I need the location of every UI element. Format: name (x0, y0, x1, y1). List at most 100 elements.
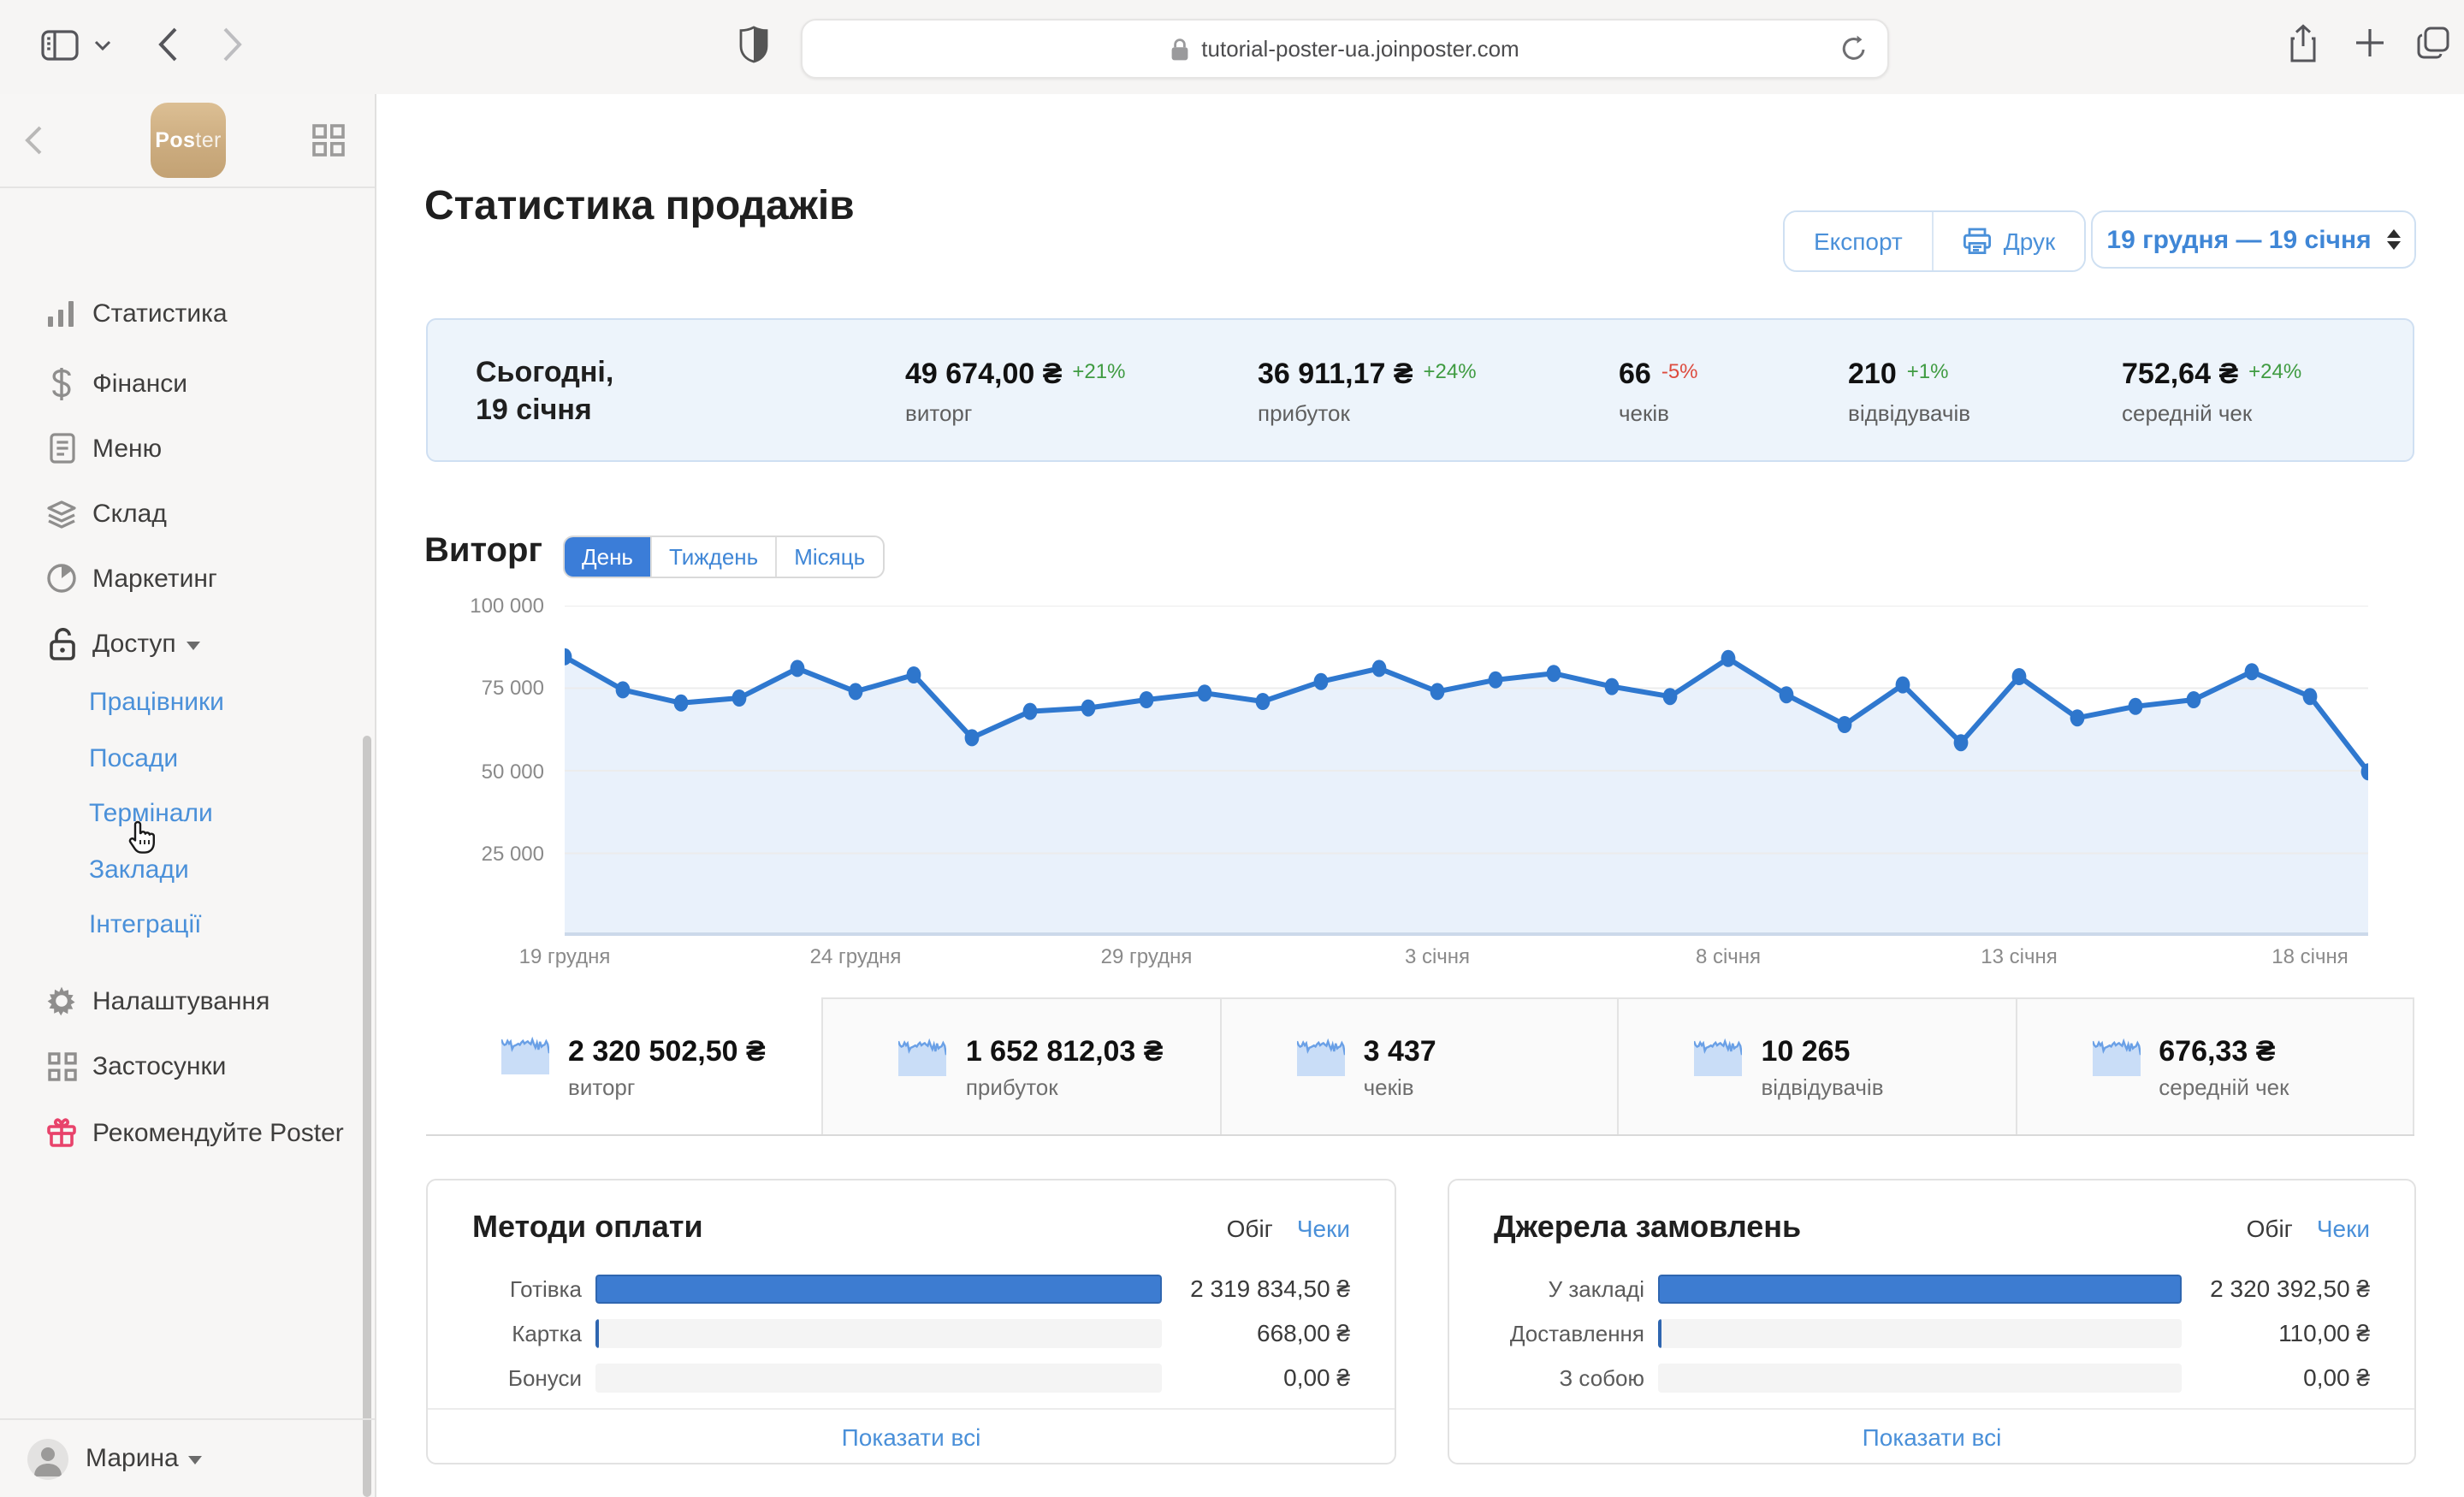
revenue-period-tabs: День Тиждень Місяць (563, 535, 885, 578)
shield-icon[interactable] (739, 26, 768, 63)
apps-icon (46, 1051, 77, 1080)
stepper-icon (2386, 229, 2401, 250)
user-name: Марина (86, 1444, 179, 1473)
sidebar-item-label: Рекомендуйте Poster (92, 1118, 344, 1147)
sidebar-subitem-locations[interactable]: Заклади (89, 855, 189, 885)
forward-icon[interactable] (222, 26, 243, 63)
chart-x-axis-labels: 19 грудня 24 грудня 29 грудня 3 січня 8 січн… (518, 944, 2348, 968)
sidebar-header: Pos ter (0, 94, 375, 188)
sidebar-item-label: Маркетинг (92, 564, 217, 593)
page-title: Статистика продажів (424, 183, 855, 229)
sidebar-item-marketing[interactable]: Маркетинг (0, 546, 375, 611)
revenue-section-title: Виторг (424, 532, 543, 570)
browser-toolbar: tutorial-poster-ua.joinposter.com (0, 0, 2464, 96)
caret-down-icon (186, 641, 200, 649)
chevron-down-icon[interactable] (94, 39, 111, 51)
summary-cell-receipts[interactable]: 3 437 чеків (1219, 997, 1618, 1134)
today-stat-profit: 36 911,17 ₴ +24% прибуток (1258, 358, 1477, 426)
revenue-line-chart[interactable] (565, 606, 2368, 936)
today-stat-avg-receipt: 752,64 ₴ +24% середній чек (2122, 358, 2302, 426)
share-icon[interactable] (2288, 24, 2319, 65)
sidebar-item-stock[interactable]: Склад (0, 481, 375, 546)
summary-cell-profit[interactable]: 1 652 812,03 ₴ прибуток (821, 997, 1220, 1134)
date-range-text: 19 грудня — 19 січня (2106, 225, 2372, 254)
bar-track (595, 1363, 1162, 1392)
sidebar-item-label: Склад (92, 499, 167, 528)
sidebar-toggle-icon[interactable] (41, 29, 79, 63)
summary-cell-avg-receipt[interactable]: 676,33 ₴ середній чек (2015, 997, 2415, 1134)
poster-logo[interactable]: Pos ter (151, 103, 226, 178)
sidebar-item-settings[interactable]: Налаштування (0, 968, 375, 1033)
print-button[interactable]: Друк (1931, 212, 2085, 270)
sidebar-item-statistics[interactable]: Статистика (0, 281, 375, 346)
summary-cell-visitors[interactable]: 10 265 відвідувачів (1617, 997, 2016, 1134)
reload-icon[interactable] (1841, 34, 1867, 63)
summary-cell-revenue[interactable]: 2 320 502,50 ₴ виторг (426, 997, 822, 1134)
layers-icon (46, 499, 77, 528)
main-content: Статистика продажів Експорт Друк 19 груд… (376, 94, 2464, 1497)
avatar (27, 1438, 68, 1479)
url-text: tutorial-poster-ua.joinposter.com (1201, 36, 1519, 62)
today-stat-revenue: 49 674,00 ₴ +21% виторг (905, 358, 1126, 426)
sidebar-item-access[interactable]: Доступ (0, 611, 375, 676)
chart-y-axis-labels: 25 000 50 000 75 000 100 000 (470, 594, 544, 866)
sidebar-item-label: Фінанси (92, 369, 188, 398)
sidebar-item-label: Меню (92, 434, 163, 463)
gear-icon (46, 985, 77, 1016)
bar-fill (595, 1274, 1162, 1303)
sparkline-icon (1694, 1037, 1743, 1075)
sidebar-item-label: Застосунки (92, 1051, 227, 1080)
panel-title: Джерела замовлень (1494, 1210, 1802, 1244)
sidebar-item-recommend[interactable]: Рекомендуйте Poster (0, 1100, 375, 1165)
sparkline-icon (501, 1036, 549, 1074)
bar-fill (1658, 1274, 2182, 1303)
dollar-icon (46, 367, 77, 399)
bar-track (1658, 1318, 2182, 1347)
export-button[interactable]: Експорт (1785, 212, 1932, 270)
back-icon[interactable] (157, 26, 178, 63)
toggle-receipts[interactable]: Чеки (1296, 1214, 1350, 1241)
sidebar-item-label: Статистика (92, 299, 228, 328)
sparkline-icon (898, 1037, 947, 1075)
source-row-inhouse: У закладі 2 320 392,50 ₴ (1548, 1274, 2370, 1303)
sparkline-icon (2092, 1037, 2141, 1075)
today-summary-bar: Сьогодні, 19 січня 49 674,00 ₴ +21% витор… (426, 318, 2414, 462)
sidebar-item-label: Доступ (92, 629, 176, 658)
bar-fill (1658, 1318, 1661, 1347)
payment-row-cash: Готівка 2 319 834,50 ₴ (509, 1274, 1350, 1303)
sidebar-item-finance[interactable]: Фінанси (0, 351, 375, 416)
tab-week[interactable]: Тиждень (650, 537, 775, 577)
bar-chart-icon (46, 299, 77, 327)
payment-methods-panel: Методи оплати Обіг Чеки Готівка 2 319 83… (426, 1179, 1396, 1464)
sidebar-subitem-terminals[interactable]: Термінали (89, 799, 213, 828)
toggle-receipts[interactable]: Чеки (2316, 1214, 2370, 1241)
panel-title: Методи оплати (472, 1210, 703, 1244)
order-sources-panel: Джерела замовлень Обіг Чеки У закладі 2 … (1448, 1179, 2416, 1464)
period-summary-row: 2 320 502,50 ₴ виторг 1 652 812,03 ₴ прибу… (426, 997, 2415, 1136)
sidebar: Pos ter Статистика Фінанси Меню Склад Мар… (0, 94, 376, 1497)
source-row-takeaway: З собою 0,00 ₴ (1559, 1363, 2370, 1392)
sidebar-subitem-positions[interactable]: Посади (89, 744, 179, 773)
bar-fill (595, 1318, 599, 1347)
sidebar-subitem-employees[interactable]: Працівники (89, 688, 224, 717)
toggle-turnover[interactable]: Обіг (2246, 1214, 2293, 1241)
sidebar-subitem-integrations[interactable]: Інтеграції (89, 910, 202, 939)
bar-track (1658, 1363, 2182, 1392)
show-all-link[interactable]: Показати всі (1449, 1408, 2414, 1463)
export-print-group: Експорт Друк (1783, 210, 2087, 272)
address-bar[interactable]: tutorial-poster-ua.joinposter.com (801, 19, 1889, 79)
sidebar-scrollbar[interactable] (363, 736, 371, 1497)
user-menu[interactable]: Марина (0, 1418, 375, 1497)
tab-month[interactable]: Місяць (775, 537, 882, 577)
tab-day[interactable]: День (565, 537, 650, 577)
dashboard-grid-icon[interactable] (311, 123, 346, 166)
tabs-overview-icon[interactable] (2416, 26, 2450, 60)
collapse-sidebar-icon[interactable] (24, 125, 43, 164)
lock-icon (1170, 37, 1189, 61)
date-range-picker[interactable]: 19 грудня — 19 січня (2091, 210, 2416, 269)
sidebar-item-apps[interactable]: Застосунки (0, 1033, 375, 1098)
show-all-link[interactable]: Показати всі (428, 1408, 1395, 1463)
sidebar-item-menu[interactable]: Меню (0, 416, 375, 481)
new-tab-icon[interactable] (2354, 27, 2385, 58)
toggle-turnover[interactable]: Обіг (1226, 1214, 1273, 1241)
